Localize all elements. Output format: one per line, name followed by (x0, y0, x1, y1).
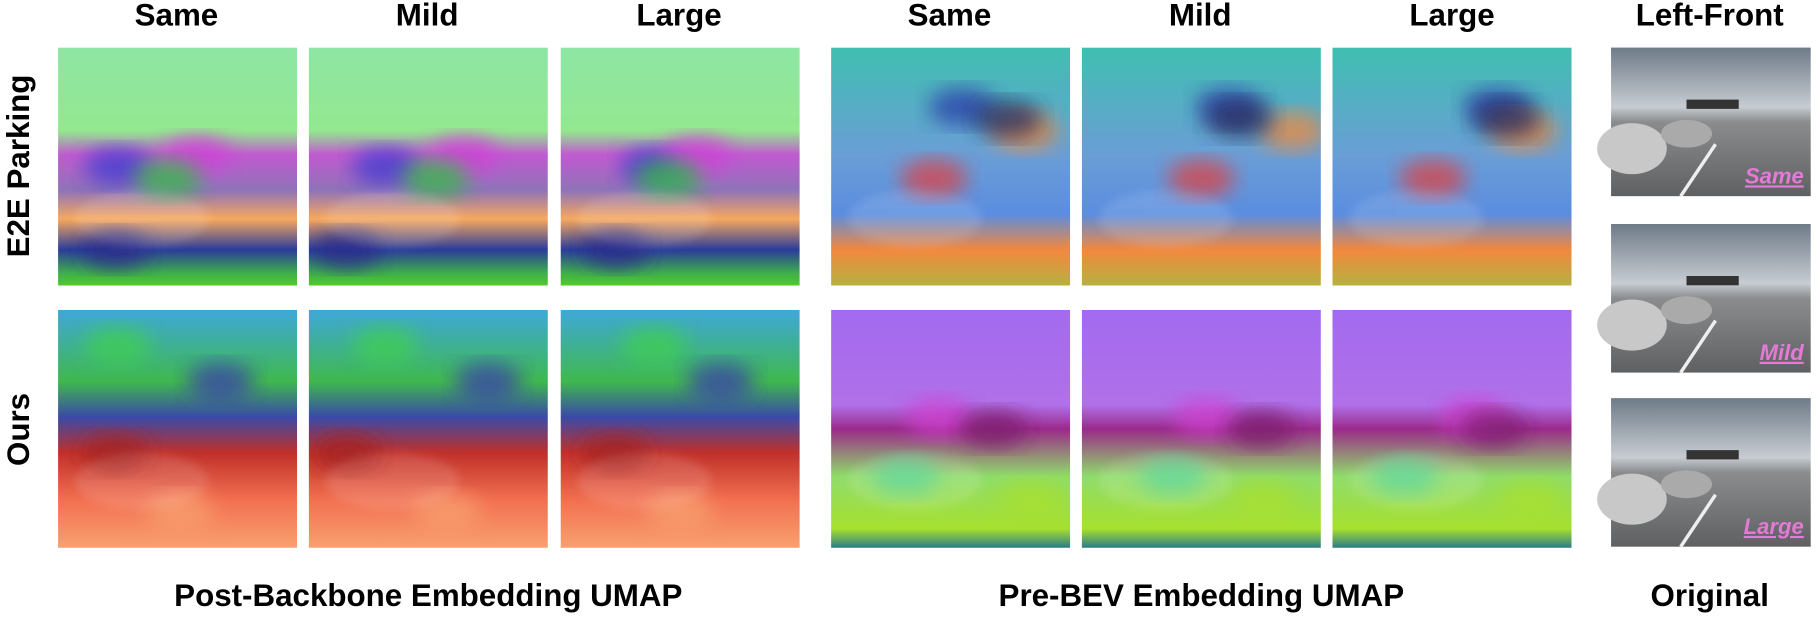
row-label: E2E Parking (1, 75, 36, 258)
column-header: Same (135, 0, 219, 33)
column-header: Mild (1169, 0, 1232, 33)
canopy (1686, 99, 1739, 109)
umap-panel (560, 47, 800, 286)
group-label: Original (1651, 578, 1769, 613)
umap-image (308, 309, 548, 548)
column-header: Mild (396, 0, 459, 33)
umap-image (1332, 309, 1572, 548)
umap-image (1081, 47, 1321, 286)
umap-panel (560, 309, 800, 548)
umap-panel (58, 309, 298, 548)
car (1660, 470, 1713, 499)
umap-image (1332, 47, 1572, 286)
car-ghost (74, 452, 209, 510)
car-ghost (577, 190, 712, 248)
column-header: Same (908, 0, 992, 33)
umap-blob (1399, 159, 1467, 198)
umap-blob (454, 362, 522, 401)
umap-blob (84, 326, 152, 365)
umap-image (58, 309, 298, 548)
umap-blob (1167, 159, 1235, 198)
umap-blob (134, 159, 202, 198)
car (1660, 296, 1713, 325)
umap-blob (974, 99, 1042, 139)
photo-label: Large (1744, 514, 1804, 539)
umap-blob (84, 147, 152, 186)
labels: Same Mild Large Same Mild Large Left-Front E2E … (1, 0, 1784, 613)
umap-blob (187, 362, 255, 401)
umap-panel (308, 47, 548, 286)
umap-blob (1459, 409, 1527, 448)
car (1597, 473, 1667, 525)
umap-panel (1332, 47, 1572, 286)
car-ghost (325, 190, 460, 248)
car-ghost (1349, 190, 1484, 248)
original-photo: Same (1597, 47, 1811, 198)
car-ghost (1349, 452, 1484, 510)
umap-blob (351, 326, 419, 365)
panels: Same Mild Large (58, 47, 1811, 548)
umap-image (58, 47, 298, 286)
umap-panel (308, 309, 548, 548)
umap-blob (1227, 409, 1295, 448)
umap-blob (1258, 111, 1321, 150)
umap-blob (402, 159, 469, 198)
umap-blob (687, 362, 755, 401)
original-photo: Mild (1597, 224, 1811, 374)
umap-blob (620, 326, 688, 365)
photo-label: Mild (1760, 340, 1805, 365)
row-label: Ours (1, 393, 36, 466)
car-ghost (74, 190, 209, 248)
umap-blob (900, 159, 968, 198)
group-label: Pre-BEV Embedding UMAP (999, 578, 1405, 613)
umap-image (560, 309, 800, 548)
umap-panel (1081, 309, 1321, 548)
car-ghost (1098, 190, 1233, 248)
umap-image (560, 47, 800, 286)
umap-panel (831, 309, 1071, 548)
umap-image (831, 47, 1071, 286)
umap-image (1081, 309, 1321, 548)
lane-line (1679, 143, 1717, 198)
umap-panel (831, 47, 1071, 286)
umap-blob (1172, 397, 1240, 437)
column-header: Large (636, 0, 721, 33)
car-ghost (1098, 452, 1233, 510)
umap-blob (1473, 99, 1541, 139)
umap-blob (1206, 99, 1274, 139)
car-ghost (847, 452, 982, 510)
umap-panel (1332, 309, 1572, 548)
photo-label: Same (1745, 163, 1804, 188)
car-ghost (325, 452, 460, 510)
car (1597, 123, 1667, 175)
umap-image (831, 309, 1071, 548)
umap-blob (1497, 481, 1565, 520)
car-ghost (847, 190, 982, 248)
umap-blob (998, 481, 1066, 520)
car (1597, 299, 1667, 351)
lane-line (1679, 319, 1717, 374)
umap-image (308, 47, 548, 286)
column-header: Left-Front (1636, 0, 1784, 33)
lane-line (1679, 493, 1717, 548)
umap-blob (1230, 481, 1297, 520)
canopy (1686, 276, 1739, 286)
car (1660, 119, 1713, 148)
umap-blob (905, 397, 973, 437)
group-label: Post-Backbone Embedding UMAP (174, 578, 682, 613)
car-ghost (577, 452, 712, 510)
column-header: Large (1409, 0, 1494, 33)
umap-blob (634, 159, 702, 198)
umap-blob (351, 147, 419, 186)
original-photo: Large (1597, 398, 1811, 548)
umap-blob (960, 409, 1028, 448)
umap-panel (1081, 47, 1321, 286)
canopy (1686, 450, 1739, 460)
umap-panel (58, 47, 298, 286)
